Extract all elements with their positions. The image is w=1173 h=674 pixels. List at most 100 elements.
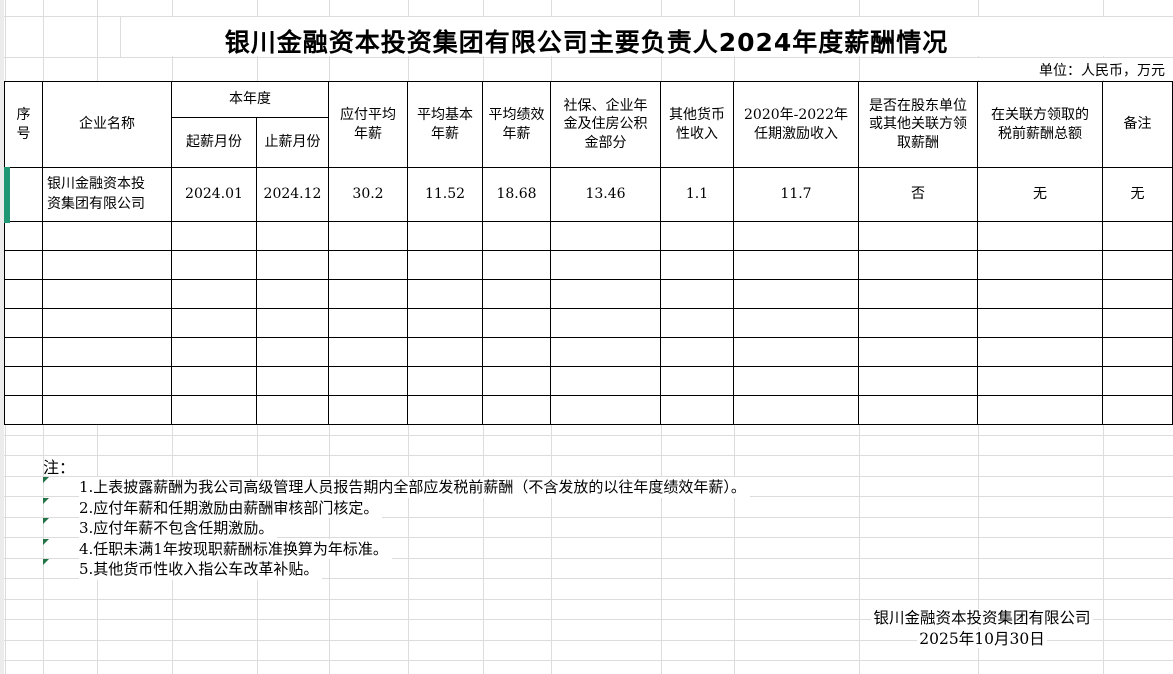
empty-cell[interactable] [4,221,43,251]
empty-cell[interactable] [407,366,483,396]
empty-cell[interactable] [407,395,483,425]
empty-cell[interactable] [256,279,329,309]
empty-cell[interactable] [4,395,43,425]
header-term-incentive[interactable]: 2020年-2022年 任期激励收入 [733,81,859,168]
empty-cell[interactable] [4,366,43,396]
empty-cell[interactable] [977,308,1103,338]
empty-cell[interactable] [171,366,257,396]
empty-cell[interactable] [977,337,1103,367]
header-salary-from-related[interactable]: 是否在股东单位 或其他关联方领 取薪酬 [858,81,978,168]
empty-cell[interactable] [4,279,43,309]
header-related-pretax-total[interactable]: 在关联方领取的 税前薪酬总额 [977,81,1103,168]
empty-cell[interactable] [733,308,859,338]
empty-cell[interactable] [42,279,172,309]
empty-cell[interactable] [328,366,408,396]
empty-cell[interactable] [407,221,483,251]
empty-cell[interactable] [977,250,1103,280]
empty-cell[interactable] [660,279,734,309]
empty-cell[interactable] [550,395,661,425]
empty-cell[interactable] [1102,279,1173,309]
empty-cell[interactable] [977,279,1103,309]
empty-cell[interactable] [733,250,859,280]
header-current-year-group[interactable]: 本年度 [171,81,329,118]
empty-cell[interactable] [858,366,978,396]
empty-cell[interactable] [660,250,734,280]
cell-start-month[interactable]: 2024.01 [171,167,257,222]
empty-cell[interactable] [256,337,329,367]
empty-cell[interactable] [482,221,551,251]
empty-cell[interactable] [482,250,551,280]
cell-salary-from-related[interactable]: 否 [858,167,978,222]
empty-cell[interactable] [171,395,257,425]
empty-cell[interactable] [42,221,172,251]
cell-remark[interactable]: 无 [1102,167,1173,222]
empty-cell[interactable] [256,395,329,425]
empty-cell[interactable] [328,221,408,251]
empty-cell[interactable] [977,366,1103,396]
empty-cell[interactable] [482,395,551,425]
empty-cell[interactable] [4,308,43,338]
header-social-insurance[interactable]: 社保、企业年 金及住房公积 金部分 [550,81,661,168]
empty-cell[interactable] [328,337,408,367]
empty-cell[interactable] [858,279,978,309]
cell-avg-base-salary[interactable]: 11.52 [407,167,483,222]
empty-cell[interactable] [550,250,661,280]
empty-cell[interactable] [858,337,978,367]
cell-seq[interactable] [4,167,43,222]
empty-cell[interactable] [171,337,257,367]
empty-cell[interactable] [482,337,551,367]
empty-cell[interactable] [482,366,551,396]
cell-social-insurance[interactable]: 13.46 [550,167,661,222]
empty-cell[interactable] [171,250,257,280]
cell-payable-avg-salary[interactable]: 30.2 [328,167,408,222]
empty-cell[interactable] [660,308,734,338]
empty-cell[interactable] [550,221,661,251]
empty-cell[interactable] [42,337,172,367]
empty-cell[interactable] [1102,250,1173,280]
empty-cell[interactable] [1102,221,1173,251]
header-other-monetary-income[interactable]: 其他货币 性收入 [660,81,734,168]
empty-cell[interactable] [42,308,172,338]
header-company[interactable]: 企业名称 [42,81,172,168]
empty-cell[interactable] [660,395,734,425]
cell-related-pretax-total[interactable]: 无 [977,167,1103,222]
empty-cell[interactable] [407,279,483,309]
empty-cell[interactable] [660,221,734,251]
empty-cell[interactable] [858,395,978,425]
empty-cell[interactable] [407,337,483,367]
empty-cell[interactable] [256,221,329,251]
empty-cell[interactable] [171,221,257,251]
empty-cell[interactable] [171,308,257,338]
empty-cell[interactable] [858,250,978,280]
header-payable-avg-salary[interactable]: 应付平均 年薪 [328,81,408,168]
cell-other-monetary-income[interactable]: 1.1 [660,167,734,222]
empty-cell[interactable] [1102,366,1173,396]
empty-cell[interactable] [550,366,661,396]
empty-cell[interactable] [407,308,483,338]
empty-cell[interactable] [858,221,978,251]
empty-cell[interactable] [733,366,859,396]
empty-cell[interactable] [328,308,408,338]
empty-cell[interactable] [977,395,1103,425]
empty-cell[interactable] [256,250,329,280]
empty-cell[interactable] [733,221,859,251]
header-seq[interactable]: 序号 [4,81,43,168]
empty-cell[interactable] [42,366,172,396]
header-remark[interactable]: 备注 [1102,81,1173,168]
empty-cell[interactable] [1102,337,1173,367]
empty-cell[interactable] [550,279,661,309]
empty-cell[interactable] [407,250,483,280]
empty-cell[interactable] [482,308,551,338]
empty-cell[interactable] [42,250,172,280]
empty-cell[interactable] [482,279,551,309]
empty-cell[interactable] [733,395,859,425]
cell-avg-perf-salary[interactable]: 18.68 [482,167,551,222]
empty-cell[interactable] [4,250,43,280]
empty-cell[interactable] [660,337,734,367]
header-avg-base-salary[interactable]: 平均基本 年薪 [407,81,483,168]
empty-cell[interactable] [660,366,734,396]
empty-cell[interactable] [550,337,661,367]
header-end-month[interactable]: 止薪月份 [256,117,329,168]
empty-cell[interactable] [328,279,408,309]
empty-cell[interactable] [328,395,408,425]
